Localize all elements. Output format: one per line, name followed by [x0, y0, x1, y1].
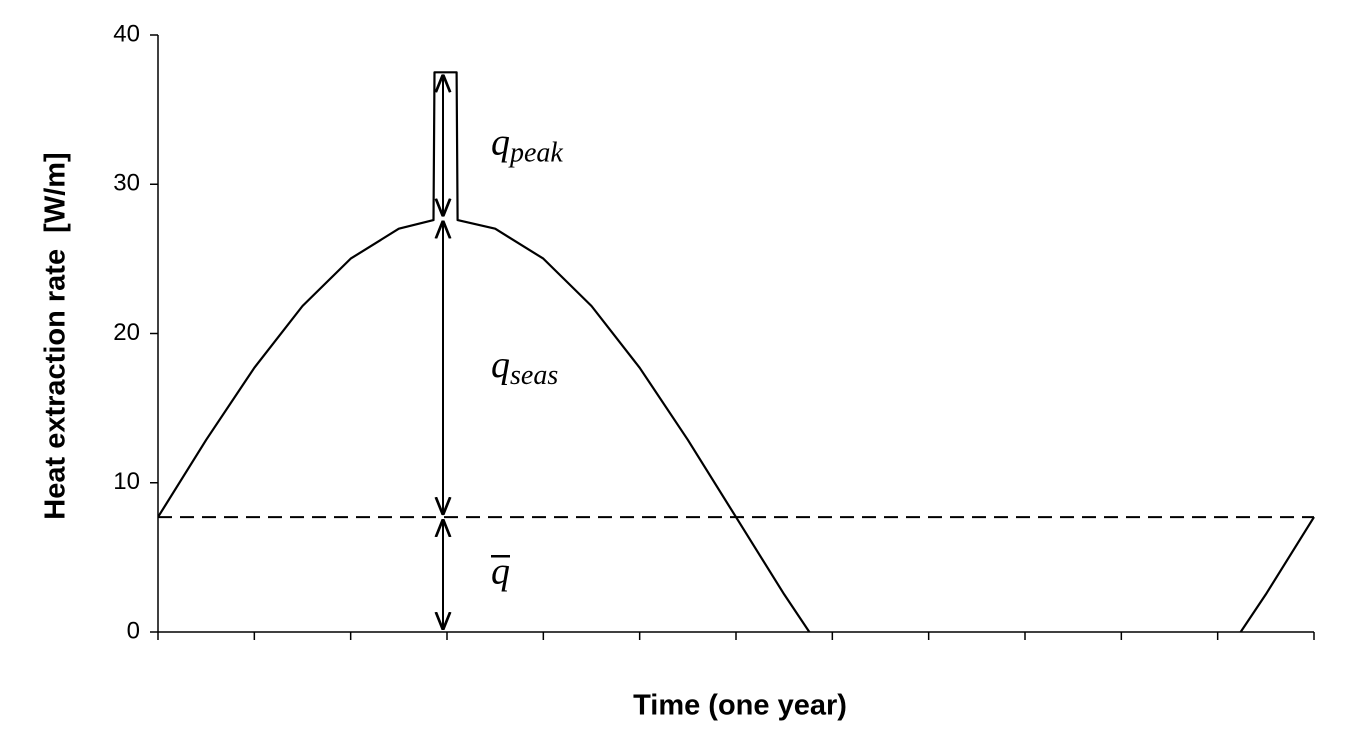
y-tick-label: 20 — [113, 319, 140, 346]
y-axis-title: Heat extraction rate [W/m] — [40, 152, 72, 519]
annotation-label: q — [491, 550, 510, 592]
annotation-symbol: q — [491, 121, 510, 163]
annotation-subscript: seas — [510, 360, 558, 391]
annotation-label: qpeak — [491, 121, 563, 169]
annotation-label: qseas — [491, 344, 558, 392]
annotation-symbol: q — [491, 550, 510, 592]
plot-area — [158, 71, 1315, 632]
annotation-subscript: peak — [508, 138, 563, 169]
y-tick-label: 30 — [113, 170, 140, 197]
y-tick-label: 40 — [113, 20, 140, 47]
x-axis-title: Time (one year) — [633, 690, 847, 722]
annotation-symbol: q — [491, 344, 510, 386]
data-line — [158, 71, 1315, 632]
y-tick-label: 10 — [113, 468, 140, 495]
y-tick-label: 0 — [127, 617, 140, 644]
